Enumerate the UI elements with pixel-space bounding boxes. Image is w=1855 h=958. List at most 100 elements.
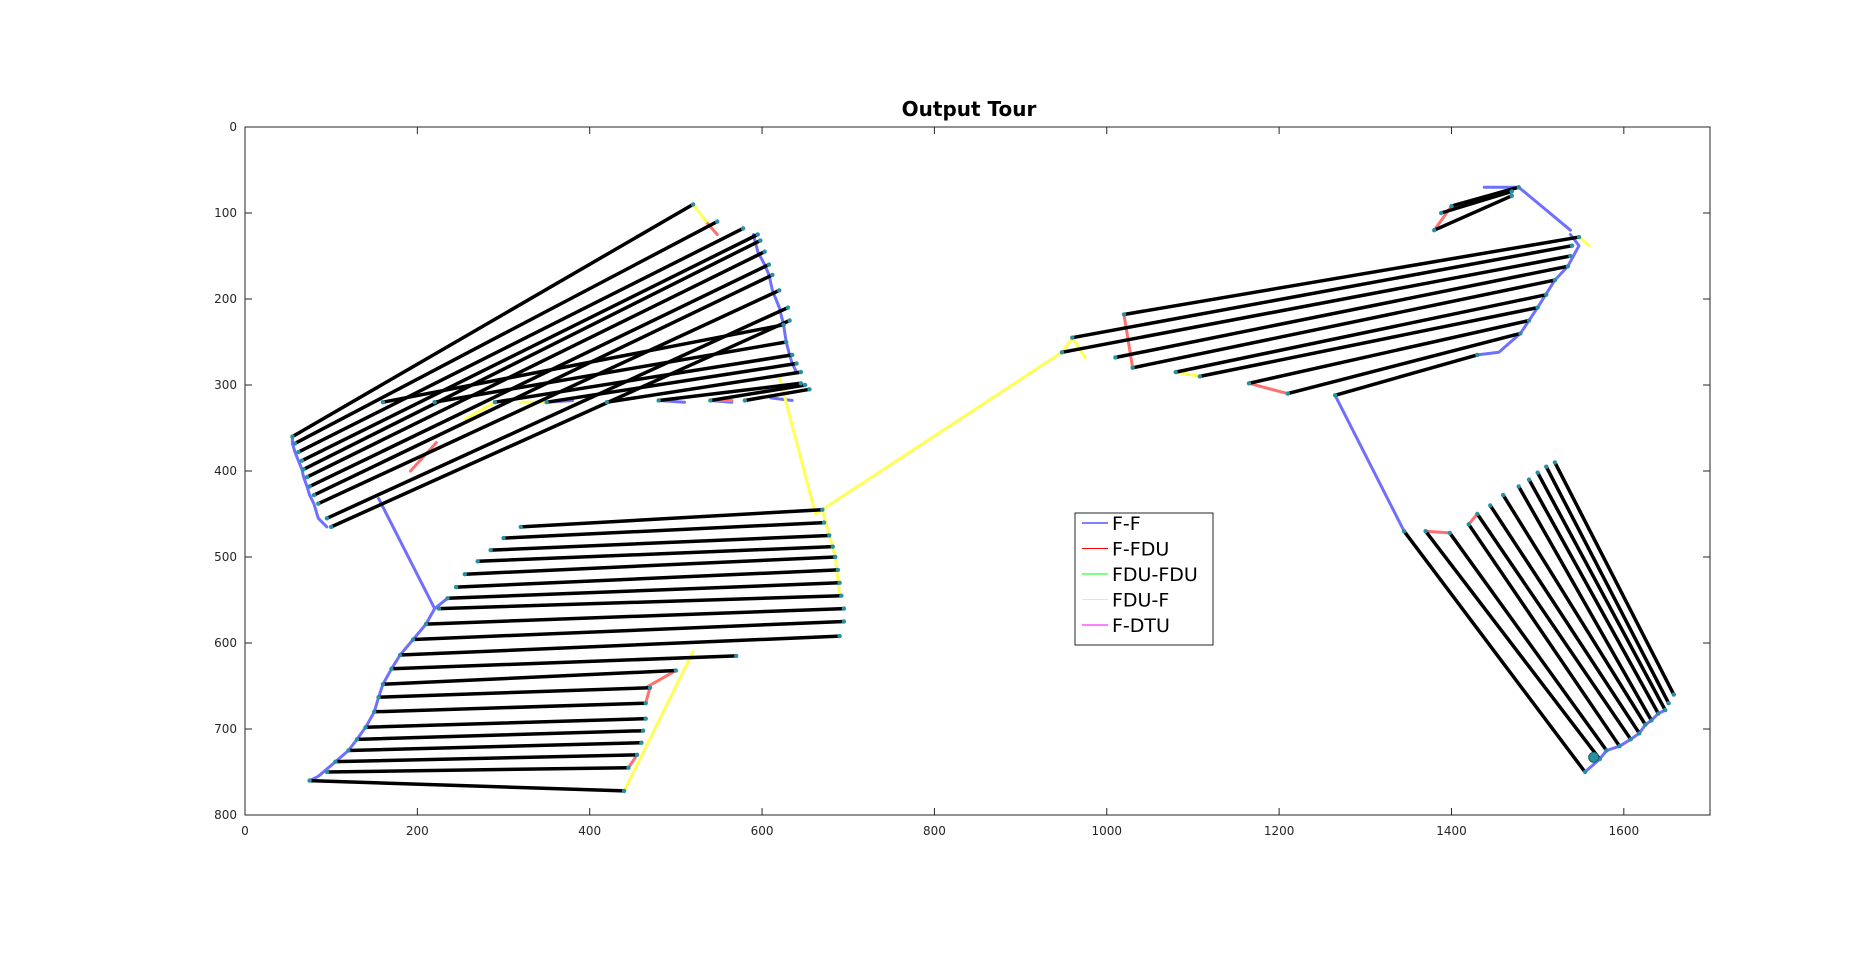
pass-line [1475, 512, 1633, 742]
waypoint-marker [1568, 253, 1573, 259]
waypoint-marker [1121, 312, 1127, 317]
connection-f-f [290, 435, 329, 529]
pass-line [1113, 264, 1570, 360]
pass-line [1070, 243, 1574, 340]
waypoint-marker [1628, 737, 1633, 742]
legend[interactable]: F-F F-FDU FDU-FDU FDU-F F-DTU [1074, 512, 1214, 646]
pass-line [1285, 331, 1523, 396]
waypoint-marker [1662, 707, 1668, 713]
connection-f-f [751, 233, 798, 374]
pass-line [1173, 292, 1549, 374]
pass-line [424, 606, 846, 626]
waypoint-marker [380, 682, 386, 687]
waypoint-marker [794, 361, 799, 366]
pass-line [376, 685, 652, 699]
waypoint-marker [1488, 503, 1493, 508]
waypoint-marker [807, 387, 812, 392]
pass-line [325, 765, 631, 774]
waypoint-marker [1544, 464, 1549, 469]
waypoint-marker [397, 652, 403, 658]
pass-line [411, 619, 846, 642]
pass-line [437, 593, 844, 611]
waypoint-marker [518, 524, 523, 530]
pass-line [488, 533, 832, 552]
pass-line [1516, 484, 1654, 723]
connection-f-f [1333, 393, 1406, 533]
legend-label: F-F [1112, 513, 1141, 535]
waypoint-marker [839, 593, 844, 598]
waypoint-marker [740, 226, 746, 231]
y-tick-label: 300 [214, 378, 237, 392]
waypoint-marker [798, 369, 804, 375]
connection-f-fdu [1467, 512, 1479, 526]
plot-area: 0 200 400 600 800 1000 1200 1400 1600 0 100 200 300 4… [214, 120, 1711, 838]
pass-line [1122, 235, 1581, 317]
waypoint-marker [1246, 381, 1252, 386]
waypoint-marker [501, 535, 506, 541]
y-tick-label: 500 [214, 550, 237, 564]
connection-fdu-f [1577, 235, 1591, 248]
pass-line [743, 387, 812, 403]
waypoint-marker [837, 580, 842, 585]
waypoint-marker [673, 668, 679, 673]
waypoint-marker [475, 559, 480, 564]
waypoint-marker [1656, 711, 1661, 716]
connection-fdu-f [814, 350, 1064, 516]
waypoint-marker [762, 249, 767, 254]
pass-line [445, 581, 842, 601]
y-tick-label: 400 [214, 464, 237, 478]
waypoint-marker [1604, 748, 1609, 753]
legend-label: FDU-FDU [1112, 564, 1198, 586]
waypoint-marker [307, 484, 312, 489]
connection-fdu-f [691, 202, 708, 224]
waypoint-marker [1649, 718, 1654, 723]
pass-line [305, 249, 767, 479]
waypoint-marker [290, 434, 295, 439]
legend-label: FDU-F [1112, 590, 1169, 612]
waypoint-marker [1518, 331, 1523, 336]
waypoint-marker [423, 621, 429, 627]
connection-f-fdu [704, 220, 719, 236]
waypoint-marker [647, 685, 653, 690]
tick-layer: 0 200 400 600 800 1000 1200 1400 1600 0 100 200 300 4… [214, 120, 1710, 838]
waypoint-marker [453, 584, 459, 590]
waypoint-marker [1197, 374, 1203, 379]
waypoint-marker [621, 788, 627, 794]
waypoint-marker [790, 352, 795, 358]
pass-line [544, 361, 799, 404]
waypoint-marker [380, 400, 386, 405]
waypoint-marker [1070, 335, 1075, 340]
pass-line [1447, 531, 1609, 753]
waypoint-marker [1671, 692, 1677, 697]
pass-line [432, 340, 788, 404]
pass-line [346, 741, 644, 753]
waypoint-marker [770, 272, 775, 278]
waypoint-marker [292, 441, 298, 446]
pass-line [1198, 305, 1540, 379]
pass-line [372, 701, 648, 714]
pass-line [316, 288, 782, 506]
axes-background [245, 127, 1710, 815]
waypoint-marker [1449, 203, 1454, 209]
waypoint-marker [307, 778, 312, 783]
waypoint-marker [1535, 305, 1540, 310]
pass-line [1501, 493, 1648, 727]
connection-f-f [377, 497, 437, 611]
waypoint-marker [802, 382, 808, 388]
pass-line [1449, 185, 1521, 208]
waypoint-marker [1466, 522, 1471, 527]
pass-line [1488, 503, 1642, 736]
waypoint-marker [1552, 460, 1558, 465]
pass-line [355, 728, 645, 742]
waypoint-marker [1059, 350, 1065, 355]
waypoint-marker [758, 238, 763, 243]
waypoint-marker [1113, 355, 1118, 360]
waypoint-marker [690, 202, 696, 207]
waypoint-marker [492, 400, 498, 405]
y-tick-label: 800 [214, 808, 237, 822]
waypoint-marker [766, 262, 772, 267]
waypoint-marker [1544, 292, 1549, 297]
waypoint-marker [299, 458, 305, 463]
pass-line [463, 555, 838, 576]
connection-f-f [769, 396, 794, 402]
